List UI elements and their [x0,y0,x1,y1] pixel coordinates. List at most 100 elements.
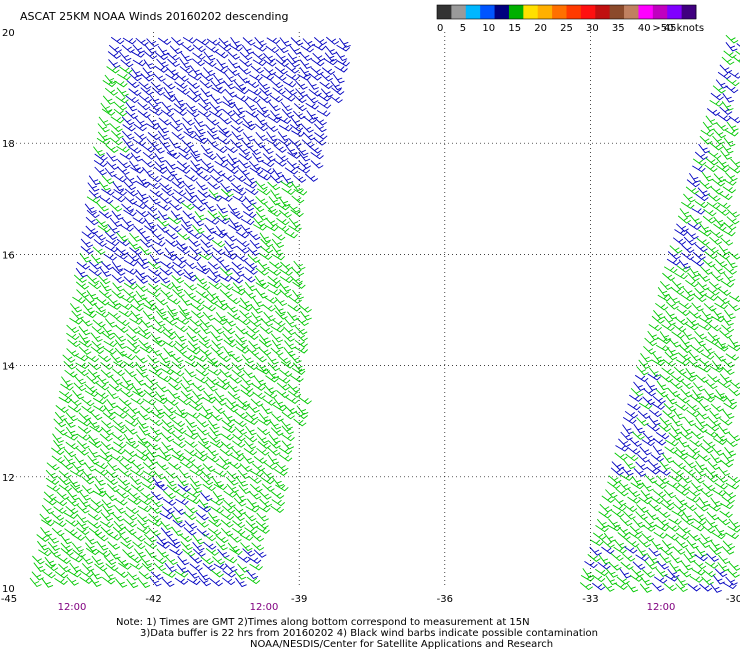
wind-barb [174,96,185,105]
wind-barb [204,60,217,67]
wind-barb [168,390,180,398]
wind-barb [635,375,648,381]
wind-barb [244,440,256,448]
wind-barb [261,405,272,414]
colorbar-swatch [638,5,653,19]
wind-barb [138,102,150,109]
wind-barb [253,218,265,226]
wind-barb [234,420,247,427]
wind-barb [685,280,698,287]
wind-barb [162,506,174,513]
wind-barb [233,175,246,182]
wind-barb [208,361,221,367]
wind-barb [124,449,136,456]
wind-barb [97,203,109,211]
wind-barb [231,455,244,461]
wind-barb [77,528,90,535]
wind-barb [637,546,648,555]
wind-barb [69,318,82,324]
wind-barb [312,44,325,50]
wind-barb [713,266,725,274]
wind-barb [238,556,251,563]
wind-barb [270,111,282,119]
wind-barb [157,549,169,557]
wind-barb [149,109,162,115]
wind-barb [686,368,697,377]
wind-barb [138,441,151,447]
wind-barb [299,305,312,312]
wind-barb [237,318,250,325]
map-grid [8,32,736,588]
wind-barb [667,483,680,489]
wind-barb [675,404,688,410]
colorbar-swatch [466,5,481,19]
wind-barb [215,304,228,310]
wind-barb [111,354,123,362]
wind-barb [284,88,296,95]
wind-barb [672,511,685,517]
wind-barb [64,361,76,369]
wind-barb [730,381,740,388]
wind-barb [669,476,682,482]
wind-barb [197,529,209,537]
wind-barb [88,362,100,369]
wind-barb [708,194,721,201]
wind-barb [78,420,91,426]
wind-barb [676,540,688,548]
wind-barb [206,218,219,224]
wind-barb [77,514,89,523]
wind-barb [184,283,196,290]
wind-barb [669,433,681,440]
wind-barb [173,189,186,196]
wind-barb [273,88,286,95]
wind-barb [614,547,627,553]
wind-barb [187,81,199,88]
wind-barb [117,167,129,175]
wind-barb [123,38,136,44]
wind-barb [120,535,132,543]
wind-barb [201,145,212,154]
wind-barb [705,562,718,568]
wind-barb [163,327,175,335]
wind-barb [58,564,70,572]
wind-barb [163,333,176,340]
wind-barb [172,362,185,369]
wind-barb [662,325,675,331]
wind-barb [189,246,201,254]
wind-barb [241,219,254,225]
wind-barb [99,290,112,297]
wind-barb [104,254,117,260]
wind-barb [274,74,287,81]
wind-barb [152,340,165,347]
wind-barb [120,384,133,390]
wind-barb [254,550,266,558]
wind-barb [69,398,81,405]
wind-barb [143,152,156,159]
wind-barb [235,412,248,419]
wind-barb [726,483,739,489]
wind-barb [210,413,222,421]
wind-barb [275,67,288,74]
wind-barb [136,196,149,203]
wind-barb [615,453,628,460]
wind-barb [249,147,261,155]
wind-barb [273,233,286,240]
wind-barb [136,210,149,217]
wind-barb [131,311,143,319]
wind-barb [250,564,263,570]
wind-barb [717,165,730,171]
wind-barb [92,341,104,349]
wind-barb [662,273,674,280]
wind-barb [201,233,214,240]
wind-barb [658,424,671,431]
wind-barb [260,326,272,333]
wind-barb [126,413,138,420]
wind-barb [260,499,272,507]
wind-barb [687,318,699,326]
colorbar-swatch [595,5,610,19]
wind-barb [174,427,187,434]
wind-barb [54,440,65,449]
wind-barb [232,528,245,534]
wind-barb [175,325,188,331]
wind-barb [675,497,687,505]
